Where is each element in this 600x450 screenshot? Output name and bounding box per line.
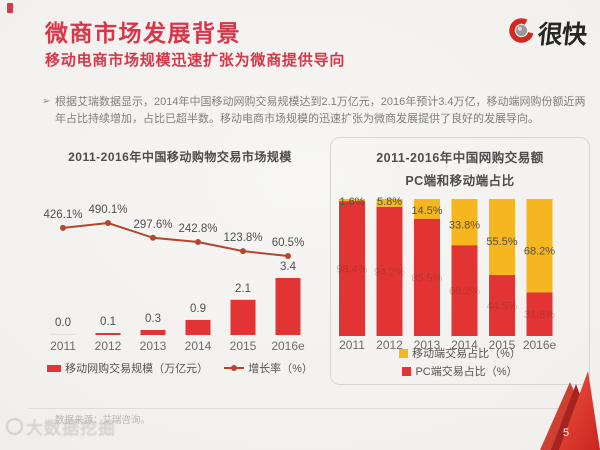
intro-paragraph: ➢ 根据艾瑞数据显示，2014年中国移动网购交易规模达到2.1万亿元，2016年…	[42, 94, 590, 128]
bar-2012	[95, 333, 121, 335]
x-axis-label: 2016e	[271, 339, 305, 353]
brand-logo: 很快	[508, 15, 588, 51]
mobile-share-label: 1.6%	[339, 196, 364, 208]
pc-share-label: 85.5%	[411, 272, 442, 284]
pc-segment-2015	[489, 275, 515, 336]
bar-2011	[50, 333, 76, 335]
legend-item-pc: PC端交易占比（%）	[402, 363, 518, 379]
x-axis-label: 2014	[185, 339, 212, 353]
bar-value-label: 3.4	[280, 261, 297, 273]
pc-mobile-share-chart: 2011-2016年中国网购交易额 PC端和移动端占比 1.6% 98.4% 201…	[330, 137, 590, 385]
bar-value-label: 0.0	[55, 317, 71, 329]
line-point	[60, 224, 66, 231]
line-value-label: 490.1%	[88, 204, 127, 216]
x-axis-label: 2011	[339, 338, 365, 352]
line-value-label: 123.8%	[223, 232, 262, 244]
mountain-decoration	[540, 371, 600, 450]
mobile-share-label: 55.5%	[486, 236, 517, 248]
pc-share-label: 66.2%	[449, 286, 480, 298]
watermark-circle-icon	[6, 418, 23, 435]
mobile-shopping-chart-plot: 0.0 2011 0.1 2012 0.3 2013 0.9 2014 2.1 2015 3.4 20…	[43, 204, 305, 353]
pc-segment-2012	[376, 206, 403, 336]
x-axis-label: 2016e	[523, 338, 557, 352]
right-chart-legend: 移动端交易占比（%） PC端交易占比（%）	[331, 345, 589, 379]
bar-2016e	[275, 278, 301, 335]
brand-logo-icon	[508, 17, 535, 49]
mobile-shopping-chart: 2011-2016年中国移动购物交易市场规模 0.0 2011 0.1 2012 0.3…	[40, 148, 320, 388]
pc-segment-2011	[339, 201, 365, 336]
line-point	[150, 234, 156, 241]
line-value-label: 242.8%	[178, 223, 217, 235]
data-source-note: 数据来源：艾瑞咨询。	[55, 415, 151, 426]
x-axis-label: 2012	[376, 338, 403, 352]
x-axis-label: 2013	[140, 339, 167, 353]
legend-item-mobile: 移动端交易占比（%）	[399, 345, 521, 361]
left-chart-legend: 移动网购交易规模（万亿元） 增长率（%）	[40, 360, 320, 376]
legend-label-bar: 移动网购交易规模（万亿元）	[65, 363, 209, 375]
bar-2015	[230, 299, 256, 335]
brand-logo-text: 很快	[536, 21, 588, 49]
legend-label-mobile: 移动端交易占比（%）	[412, 348, 521, 360]
mobile-share-label: 68.2%	[524, 245, 555, 257]
line-point	[285, 252, 291, 259]
pc-swatch-icon	[402, 366, 412, 376]
line-swatch-icon	[224, 365, 245, 371]
x-axis-label: 2015	[230, 339, 257, 353]
line-point	[105, 220, 111, 226]
mobile-segment-2015	[489, 199, 515, 276]
bar-value-label: 0.9	[190, 303, 206, 315]
bar-value-label: 0.1	[100, 316, 116, 328]
legend-label-line: 增长率（%）	[248, 363, 313, 375]
bar-value-label: 2.1	[235, 283, 251, 295]
pc-mobile-share-chart-plot: 1.6% 98.4% 2011 5.8% 94.2% 2012 14.5% 85.5% 2013…	[336, 196, 557, 352]
page-title: 微商市场发展背景	[45, 20, 241, 46]
x-axis-label: 2011	[50, 339, 76, 353]
watermark-text: 大数据挖掘	[26, 419, 116, 438]
x-axis-label: 2014	[451, 338, 478, 352]
line-point	[240, 248, 246, 255]
mobile-share-label: 14.5%	[411, 205, 442, 217]
right-chart-title-line1: 2011-2016年中国网购交易额	[376, 151, 544, 165]
mobile-segment-2014	[451, 199, 478, 246]
legend-item-bar: 移动网购交易规模（万亿元）	[47, 360, 208, 376]
watermark: 大数据挖掘	[6, 414, 116, 439]
bar-2013	[140, 329, 166, 335]
x-axis-label: 2015	[489, 338, 516, 352]
pc-share-label: 94.2%	[374, 266, 405, 278]
pc-segment-2013	[414, 218, 440, 336]
legend-label-pc: PC端交易占比（%）	[415, 366, 518, 378]
left-chart-title: 2011-2016年中国移动购物交易市场规模	[68, 150, 292, 164]
mobile-share-label: 33.8%	[449, 219, 480, 231]
line-value-label: 297.6%	[133, 219, 172, 231]
page-subtitle: 移动电商市场规模迅速扩张为微商提供导向	[45, 52, 346, 69]
mobile-segment-2011	[339, 199, 365, 202]
line-point	[195, 238, 201, 245]
pc-share-label: 31.8%	[524, 309, 555, 321]
mobile-segment-2016e	[526, 199, 553, 293]
footer-divider	[28, 408, 586, 409]
line-value-label: 426.1%	[43, 209, 82, 221]
line-value-label: 60.5%	[272, 237, 305, 249]
pc-segment-2014	[451, 245, 478, 336]
bar-swatch-icon	[47, 364, 62, 372]
pc-share-label: 44.5%	[486, 301, 517, 313]
right-chart-title-line2: PC端和移动端占比	[405, 174, 515, 188]
intro-paragraph-text: 根据艾瑞数据显示，2014年中国移动网购交易规模达到2.1万亿元，2016年预计…	[55, 96, 586, 126]
x-axis-label: 2012	[95, 339, 122, 353]
mobile-segment-2013	[414, 199, 440, 219]
arrow-bullet-icon: ➢	[42, 96, 51, 107]
page-number: 5	[563, 427, 570, 439]
mobile-segment-2012	[376, 199, 403, 207]
pc-share-label: 98.4%	[336, 264, 367, 276]
x-axis-label: 2013	[414, 338, 441, 352]
mobile-share-label: 5.8%	[377, 196, 402, 208]
bar-value-label: 0.3	[145, 313, 161, 325]
corner-mark	[7, 3, 13, 13]
growth-rate-line	[62, 221, 289, 257]
mobile-swatch-icon	[399, 348, 409, 358]
pc-segment-2016e	[526, 292, 553, 336]
legend-item-line: 增长率（%）	[224, 360, 313, 376]
bar-2014	[185, 319, 211, 335]
